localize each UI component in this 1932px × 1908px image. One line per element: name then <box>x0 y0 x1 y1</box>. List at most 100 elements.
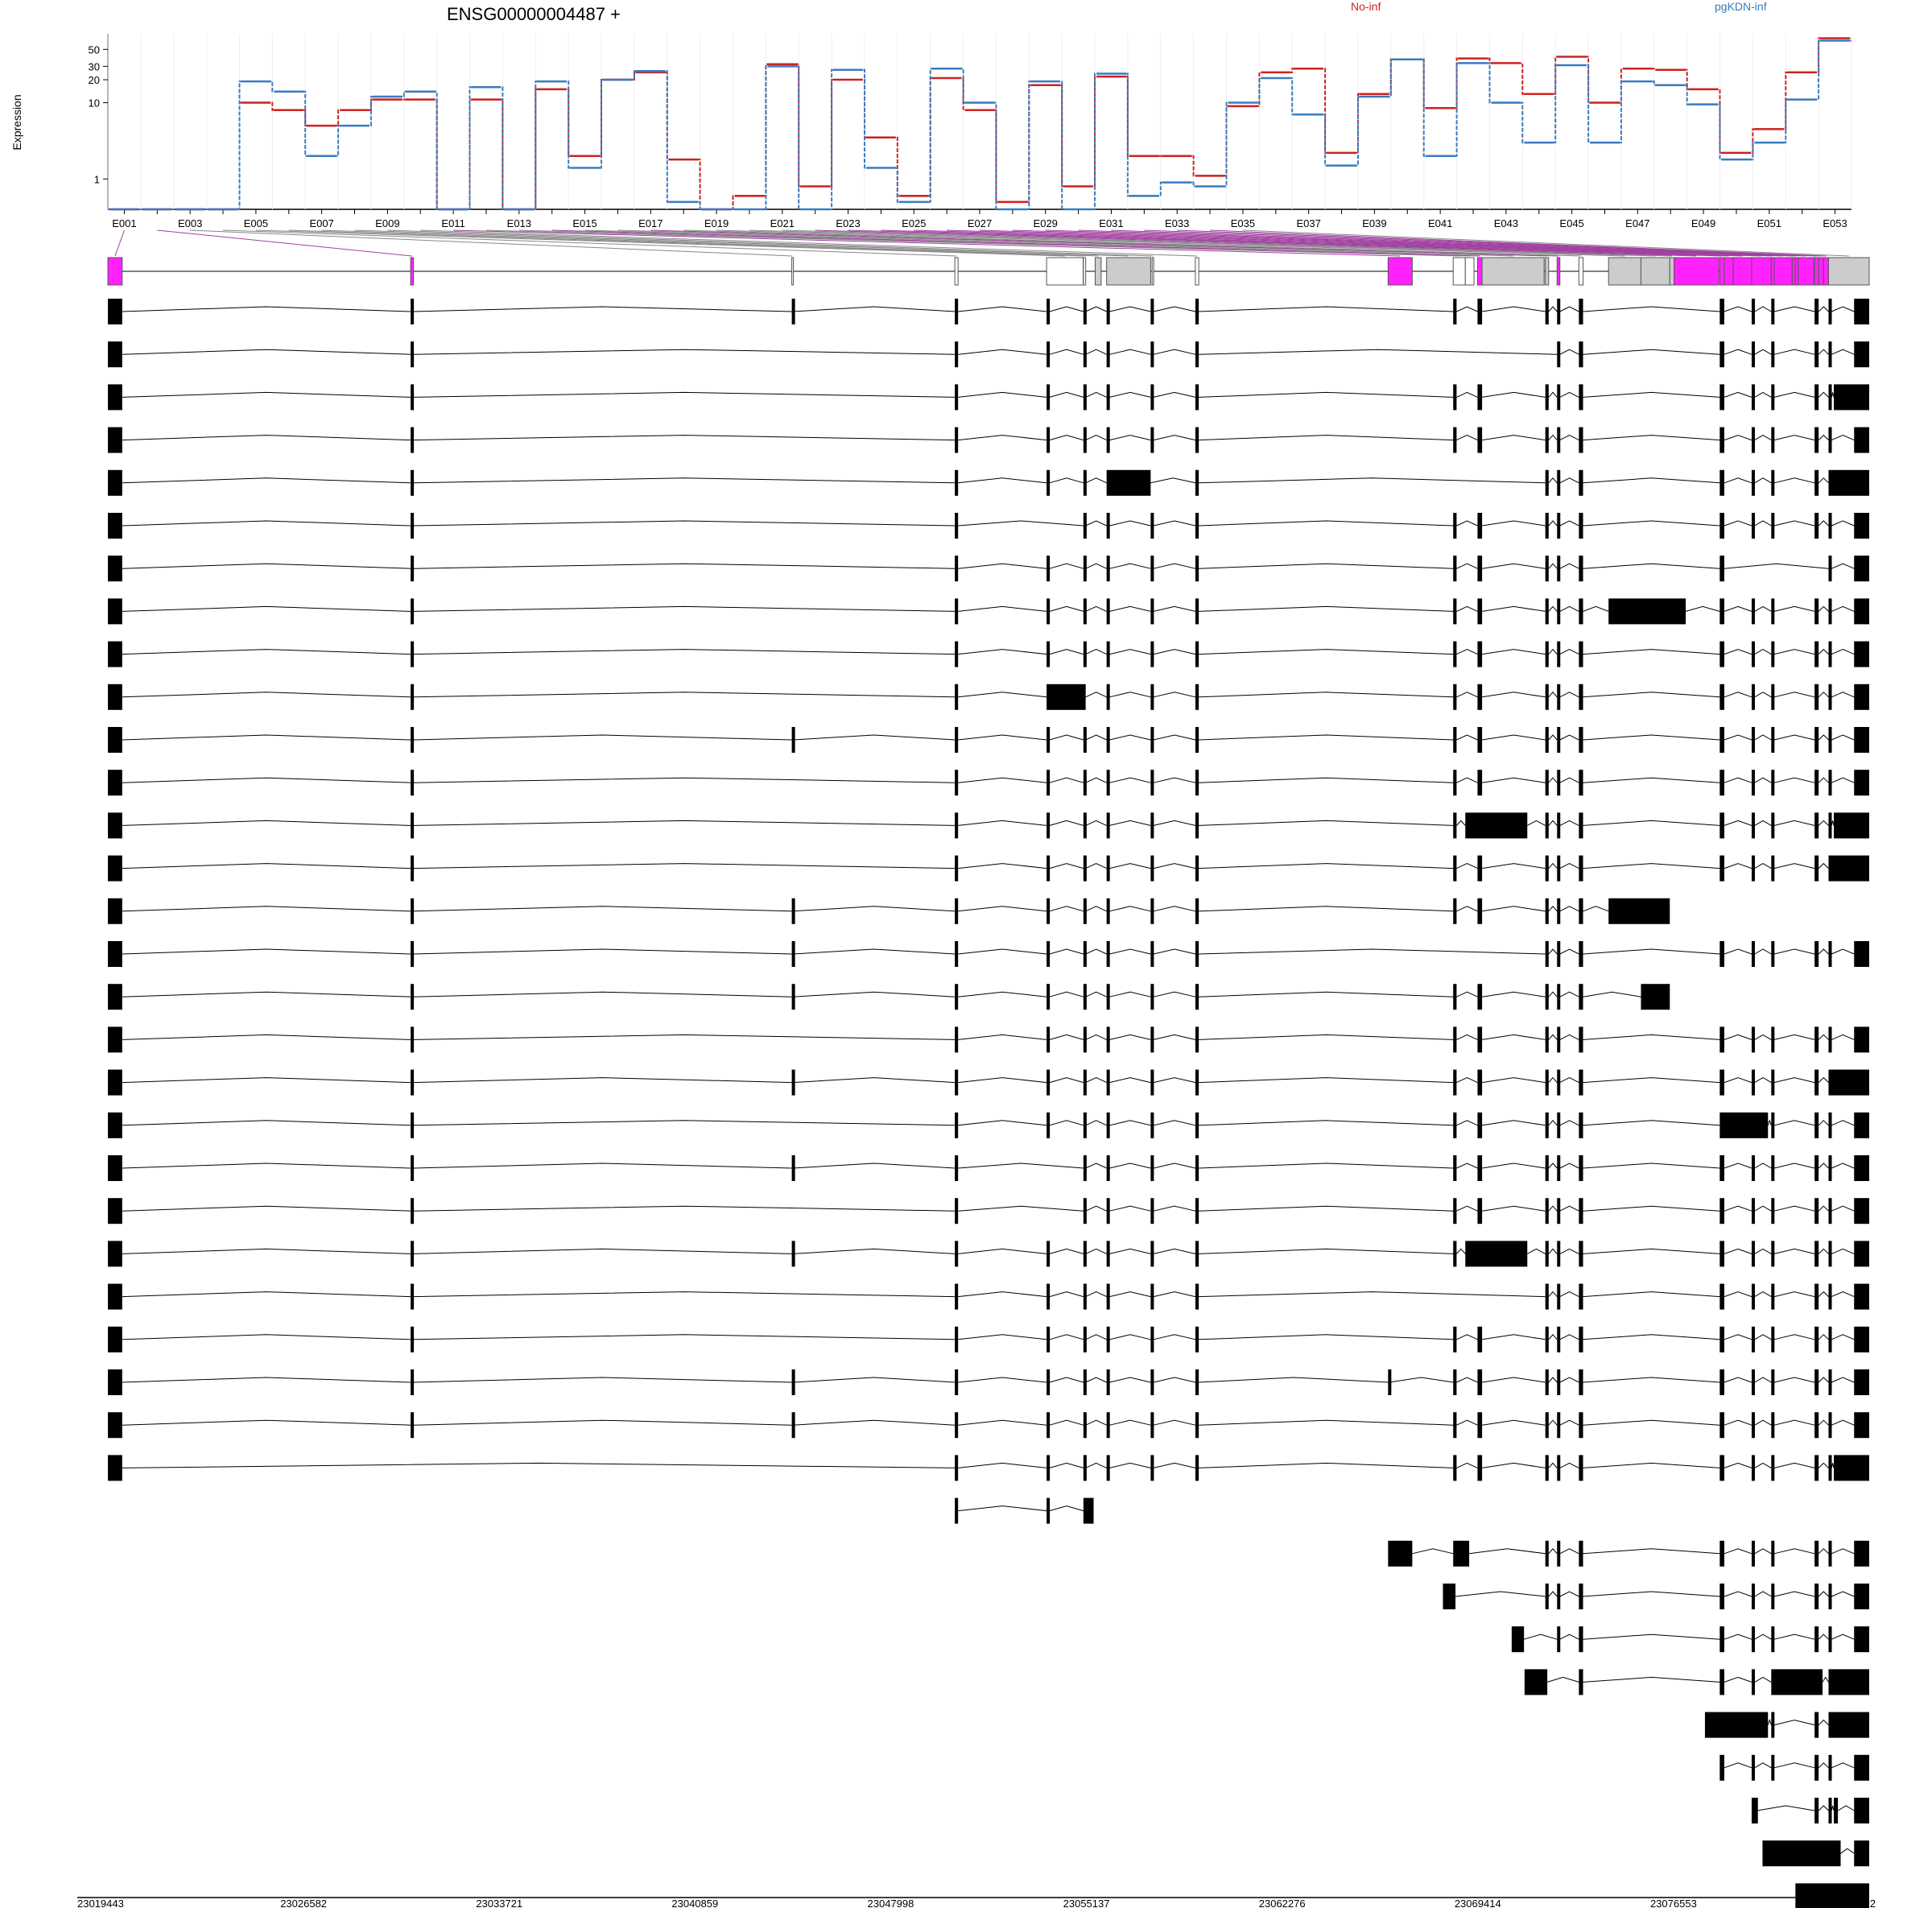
intron <box>1546 1676 1579 1683</box>
transcript-exon <box>1106 1241 1110 1267</box>
transcript-exon <box>1557 812 1561 839</box>
intron <box>122 435 411 441</box>
transcript-exon <box>1046 427 1051 453</box>
transcript-exon <box>1195 941 1199 967</box>
transcript-exon <box>1453 1412 1457 1439</box>
transcript-exon <box>1828 555 1832 582</box>
transcript-exon <box>1579 1626 1583 1653</box>
intron <box>1548 1205 1558 1212</box>
transcript-exon <box>1828 1626 1832 1653</box>
intron <box>1049 649 1084 655</box>
transcript-exon <box>1557 1412 1561 1439</box>
transcript-exon <box>1828 1584 1832 1609</box>
transcript-exon <box>1046 1369 1051 1395</box>
transcript-exon <box>1477 1369 1483 1395</box>
intron <box>1754 1591 1772 1597</box>
intron <box>1818 1120 1829 1126</box>
intron <box>1199 1419 1454 1426</box>
intron <box>1153 777 1196 783</box>
intron <box>1524 1633 1558 1640</box>
transcript-exon <box>1106 1198 1110 1225</box>
transcript-exon <box>1106 555 1110 582</box>
intron <box>1085 477 1107 484</box>
x-tick-label: E041 <box>1428 217 1452 229</box>
intron <box>1049 563 1084 569</box>
transcript-exon <box>1771 1626 1775 1653</box>
intron <box>122 306 411 312</box>
transcript-exon <box>1083 898 1087 924</box>
transcript-exon <box>411 1069 415 1096</box>
transcript-exon <box>1557 1540 1561 1567</box>
intron <box>1724 1377 1752 1383</box>
transcript-exon <box>1453 812 1457 839</box>
transcript-exon <box>1579 469 1583 496</box>
intron <box>1724 605 1752 612</box>
transcript-exon <box>1524 1669 1548 1695</box>
intron <box>1724 477 1752 484</box>
intron <box>1818 477 1829 484</box>
intron <box>1548 648 1558 655</box>
transcript-exon <box>1150 1369 1154 1395</box>
intron <box>1773 435 1815 441</box>
transcript-exon <box>1195 384 1199 411</box>
transcript-exon <box>411 683 415 710</box>
intron <box>413 863 956 869</box>
intron <box>1456 1462 1478 1468</box>
intron <box>1583 1591 1720 1597</box>
intron <box>1109 692 1151 698</box>
genomic-axis-label: 23047998 <box>868 1898 914 1908</box>
transcript-exon <box>1719 513 1724 539</box>
transcript-exon <box>1106 1069 1110 1096</box>
transcript-exon <box>1083 469 1087 496</box>
model-exon <box>1094 257 1102 286</box>
exon-connector <box>650 229 1559 257</box>
intron <box>1548 1163 1558 1169</box>
transcript-exon <box>955 1241 959 1267</box>
transcript-exon <box>1814 1112 1819 1138</box>
x-tick-label: E025 <box>902 217 926 229</box>
transcript-exon <box>1579 683 1583 710</box>
intron <box>1085 1334 1107 1340</box>
transcript-exon <box>1083 299 1087 324</box>
intron <box>1049 1120 1084 1126</box>
model-exon <box>1791 257 1796 286</box>
transcript-exon <box>1751 641 1755 667</box>
transcript-exon <box>1453 683 1457 710</box>
transcript-exon <box>1477 1198 1483 1225</box>
transcript-exon <box>1477 427 1483 453</box>
intron <box>1724 1548 1752 1555</box>
transcript-exon <box>955 1069 959 1096</box>
transcript-exon <box>1453 1112 1457 1138</box>
x-tick-label: E053 <box>1823 217 1847 229</box>
transcript-exon <box>1579 941 1583 967</box>
intron <box>958 391 1047 398</box>
transcript-exon <box>1854 299 1869 324</box>
intron <box>1049 1077 1084 1084</box>
intron <box>122 820 411 826</box>
exon-connector <box>453 229 1401 257</box>
transcript-exon <box>1751 513 1755 539</box>
transcript-exon <box>1854 1798 1869 1823</box>
transcript-exon <box>411 855 415 882</box>
intron <box>958 1205 1084 1212</box>
intron <box>1837 1805 1855 1811</box>
intron <box>958 349 1047 355</box>
transcript-exon <box>1046 1112 1051 1138</box>
transcript-exon <box>955 727 959 753</box>
genomic-axis-label: 23069414 <box>1455 1898 1501 1908</box>
intron <box>1754 391 1772 398</box>
intron <box>792 1419 956 1426</box>
intron <box>413 649 956 655</box>
transcript-exon <box>411 469 415 496</box>
transcript-exon <box>1854 1155 1869 1181</box>
transcript-exon <box>1771 598 1775 625</box>
transcript-exon <box>1453 598 1457 625</box>
intron <box>1818 1462 1829 1468</box>
transcript-exon <box>1106 427 1110 453</box>
x-tick-label: E001 <box>112 217 136 229</box>
exon-connector <box>551 229 1480 257</box>
intron <box>1754 349 1772 355</box>
transcript-exon <box>411 727 415 753</box>
transcript-exon <box>1771 683 1775 710</box>
transcript-exon <box>108 1326 122 1353</box>
